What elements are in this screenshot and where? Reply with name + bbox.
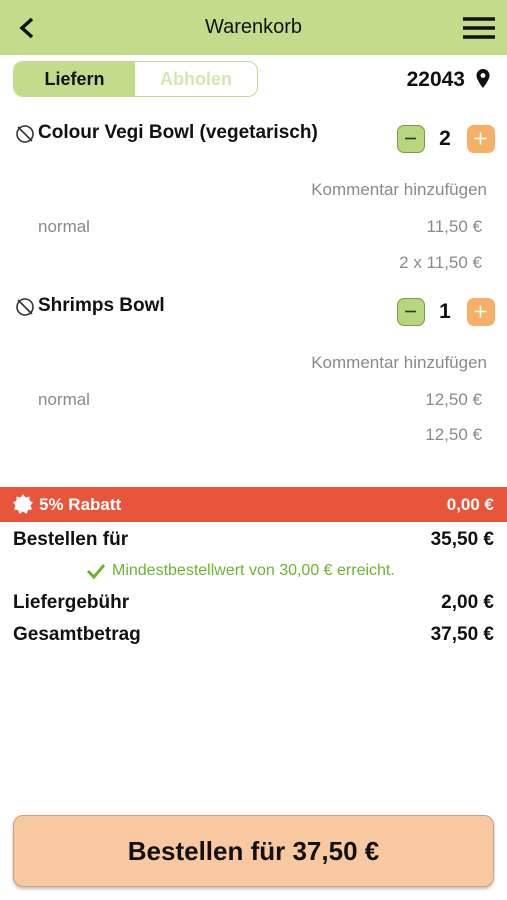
- line-total: 2 x 11,50 €: [399, 253, 482, 272]
- discount-amount: 0,00 €: [446, 495, 494, 514]
- delivery-toggle: Liefern Abholen: [13, 61, 258, 97]
- minimum-note: Mindestbestellwert von 30,00 € erreicht.: [112, 562, 395, 579]
- location-icon: [476, 69, 490, 88]
- postal-code[interactable]: 22043: [406, 68, 465, 91]
- comment-link[interactable]: Kommentar hinzufügen: [311, 353, 487, 372]
- item-name: Colour Vegi Bowl (vegetarisch): [38, 122, 318, 143]
- discount-icon: [13, 494, 33, 514]
- header-title: Warenkorb: [204, 16, 303, 38]
- unit-price: 11,50 €: [426, 217, 482, 236]
- unit-price: 12,50 €: [425, 390, 482, 409]
- decrease-button[interactable]: [397, 125, 425, 153]
- discount-bar: [0, 487, 507, 522]
- total-amount: 37,50 €: [430, 624, 494, 645]
- comment-link[interactable]: Kommentar hinzufügen: [311, 180, 487, 199]
- increase-button[interactable]: [467, 298, 495, 326]
- item-name: Shrimps Bowl: [38, 295, 165, 316]
- menu-button[interactable]: [462, 16, 496, 40]
- header: [0, 0, 507, 55]
- check-icon: [86, 564, 106, 580]
- delivery-fee-amount: 2,00 €: [441, 592, 494, 613]
- toggle-option[interactable]: Liefern: [14, 62, 135, 96]
- toggle-option[interactable]: Abholen: [160, 69, 232, 89]
- line-total: 12,50 €: [425, 425, 482, 444]
- delivery-fee-label: Liefergebühr: [13, 592, 130, 613]
- item-variant: normal: [38, 217, 90, 236]
- order-button[interactable]: Bestellen für 37,50 €: [13, 815, 494, 887]
- increase-button[interactable]: [467, 125, 495, 153]
- discount-label: 5% Rabatt: [39, 495, 122, 514]
- subtotal-label: Bestellen für: [13, 529, 129, 550]
- item-quantity: 1: [439, 300, 451, 323]
- diet-icon: [16, 125, 34, 143]
- item-quantity: 2: [439, 127, 451, 150]
- decrease-button[interactable]: [397, 298, 425, 326]
- diet-icon: [16, 298, 34, 316]
- total-label: Gesamtbetrag: [13, 624, 141, 645]
- subtotal-amount: 35,50 €: [430, 529, 494, 550]
- back-button[interactable]: [16, 16, 38, 40]
- item-variant: normal: [38, 390, 90, 409]
